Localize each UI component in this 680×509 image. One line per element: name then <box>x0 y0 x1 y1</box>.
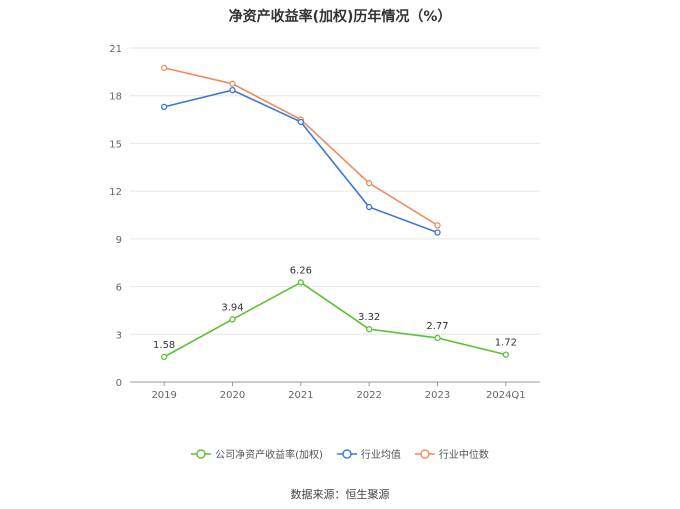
y-tick-label: 3 <box>116 330 122 341</box>
data-point <box>229 316 236 323</box>
data-point <box>297 118 304 126</box>
data-label: 1.58 <box>153 340 175 351</box>
legend-item[interactable]: 行业中位数 <box>414 446 489 461</box>
data-label: 3.32 <box>358 312 380 323</box>
y-tick-label: 21 <box>109 44 122 55</box>
grid-lines <box>130 47 540 335</box>
data-label: 6.26 <box>290 265 312 276</box>
data-point <box>161 103 168 110</box>
axes: 0 3 6 9 12 15 18 21 2019 2020 2021 2022 2023 2024Q1 <box>109 44 540 401</box>
y-tick-label: 9 <box>116 235 122 246</box>
data-point <box>434 334 441 342</box>
data-point <box>161 64 168 72</box>
legend-swatch <box>191 448 212 459</box>
legend-swatch <box>336 448 357 459</box>
chart-title: 净资产收益率(加权)历年情况（%） <box>228 9 452 25</box>
legend-label: 行业均值 <box>360 450 401 461</box>
y-tick-label: 18 <box>109 92 122 103</box>
y-tick-label: 12 <box>109 187 122 198</box>
data-point <box>297 279 304 286</box>
legend: 公司净资产收益率(加权) 行业均值 行业中位数 <box>0 446 680 461</box>
data-point <box>161 353 168 361</box>
x-tick-label: 2024Q1 <box>486 390 526 401</box>
data-point <box>366 326 373 333</box>
data-labels: 1.58 3.94 6.26 3.32 2.77 1.72 <box>153 265 517 350</box>
legend-swatch-marker <box>196 448 206 459</box>
data-point <box>229 86 236 94</box>
series-lines <box>161 64 509 361</box>
legend-swatch-marker <box>342 448 352 459</box>
legend-item[interactable]: 公司净资产收益率(加权) <box>191 446 323 461</box>
legend-item[interactable]: 行业均值 <box>336 446 401 461</box>
data-point <box>229 80 236 87</box>
data-label: 2.77 <box>426 321 448 332</box>
x-tick-label: 2020 <box>220 390 245 401</box>
x-tick-label: 2023 <box>425 390 450 401</box>
x-tick-label: 2019 <box>151 390 176 401</box>
legend-swatch-marker <box>420 448 430 459</box>
data-label: 3.94 <box>221 302 243 313</box>
series-line <box>163 67 438 227</box>
data-label: 1.72 <box>495 338 517 349</box>
series-line <box>163 281 507 358</box>
y-tick-label: 0 <box>116 378 122 389</box>
data-point <box>366 180 373 187</box>
legend-label: 行业中位数 <box>438 450 489 461</box>
x-tick-label: 2022 <box>356 390 381 401</box>
x-tick-label: 2021 <box>288 390 313 401</box>
data-point <box>434 229 441 236</box>
legend-label: 公司净资产收益率(加权) <box>215 450 323 461</box>
data-source: 数据来源：恒生聚源 <box>290 488 390 501</box>
y-tick-label: 6 <box>116 283 122 294</box>
data-point <box>434 222 441 229</box>
y-tick-label: 15 <box>109 139 122 150</box>
series-line <box>163 89 438 234</box>
data-point <box>502 351 509 358</box>
data-point <box>366 203 373 211</box>
legend-swatch <box>414 448 435 459</box>
